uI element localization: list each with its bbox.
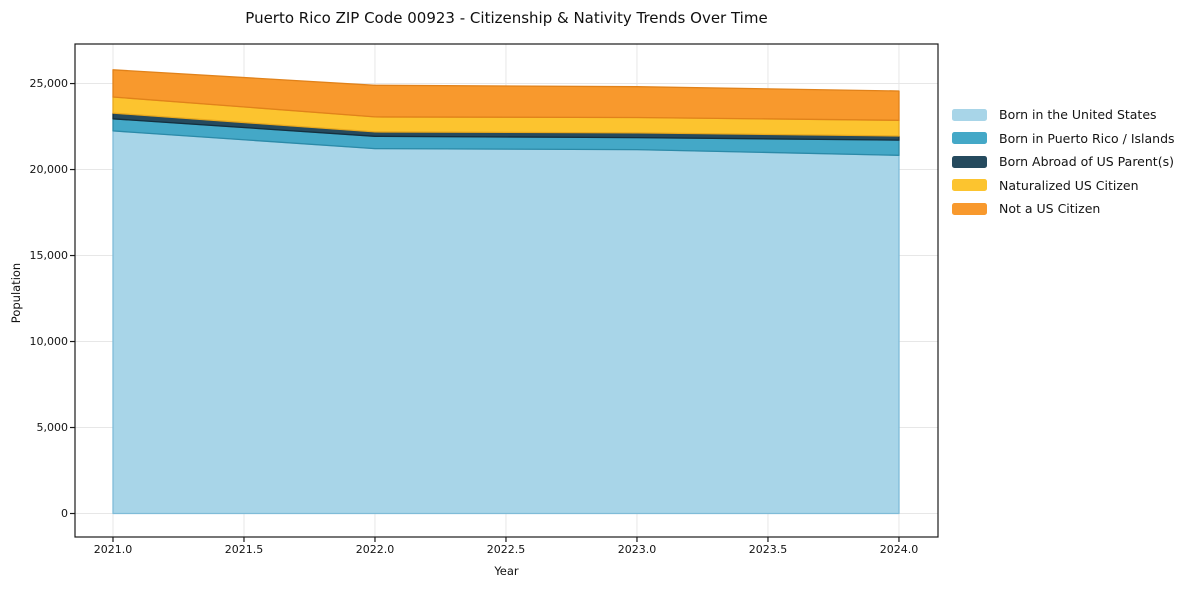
legend-label: Born in Puerto Rico / Islands bbox=[999, 130, 1175, 146]
x-tick-label: 2023.5 bbox=[748, 543, 788, 556]
x-tick-label: 2022.5 bbox=[486, 543, 526, 556]
area-series-4 bbox=[112, 69, 900, 121]
y-tick-label: 10,000 bbox=[29, 335, 69, 349]
y-tick-label: 5,000 bbox=[36, 421, 69, 435]
area-series-0 bbox=[112, 130, 900, 515]
legend-item: Born Abroad of US Parent(s) bbox=[952, 153, 1175, 170]
legend-swatch-naturalized bbox=[952, 179, 987, 191]
legend-swatch-born-pr bbox=[952, 132, 987, 144]
legend-swatch-born-us bbox=[952, 108, 987, 121]
y-axis-label: Population bbox=[9, 262, 23, 324]
x-tick-label: 2021.5 bbox=[224, 543, 264, 556]
x-tick-label: 2022.0 bbox=[355, 543, 395, 556]
chart-title: Puerto Rico ZIP Code 00923 - Citizenship… bbox=[245, 9, 768, 27]
legend-swatch-born-abroad bbox=[952, 155, 987, 168]
x-axis-label: Year bbox=[494, 564, 519, 578]
x-tick-label: 2021.0 bbox=[93, 543, 133, 556]
legend-swatch-not-citizen bbox=[952, 202, 987, 215]
legend: Born in the United States Born in Puerto… bbox=[952, 106, 1175, 217]
legend-item: Naturalized US Citizen bbox=[952, 177, 1175, 194]
legend-item: Not a US Citizen bbox=[952, 200, 1175, 217]
y-tick-label: 0 bbox=[61, 507, 68, 520]
legend-label: Born Abroad of US Parent(s) bbox=[999, 154, 1174, 169]
y-tick-label: 25,000 bbox=[29, 77, 69, 91]
y-tick-label: 20,000 bbox=[29, 163, 69, 177]
legend-label: Born in the United States bbox=[999, 107, 1157, 122]
y-tick-label: 15,000 bbox=[29, 249, 69, 263]
legend-label: Not a US Citizen bbox=[999, 201, 1101, 216]
legend-item: Born in Puerto Rico / Islands bbox=[952, 130, 1175, 147]
x-tick-label: 2024.0 bbox=[879, 543, 919, 556]
legend-item: Born in the United States bbox=[952, 106, 1175, 123]
x-tick-label: 2023.0 bbox=[617, 543, 657, 556]
legend-label: Naturalized US Citizen bbox=[999, 177, 1139, 193]
